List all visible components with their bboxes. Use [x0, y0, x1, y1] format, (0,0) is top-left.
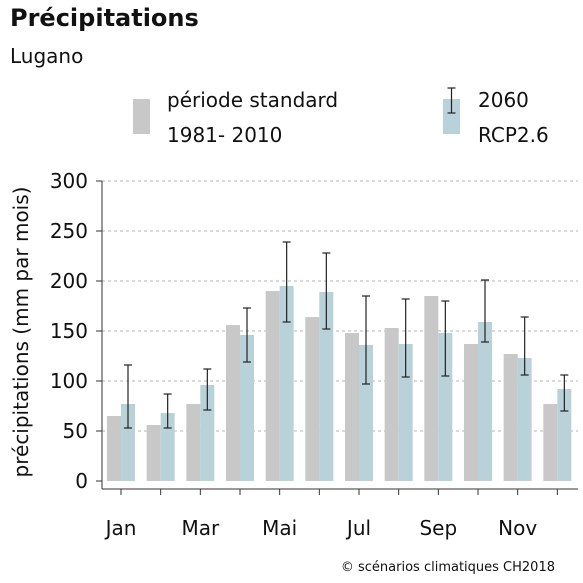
- bar-2060-nov: [517, 358, 532, 481]
- bar-baseline-aug: [384, 328, 399, 481]
- bar-baseline-nov: [503, 354, 518, 481]
- y-tick-label: 0: [75, 469, 88, 493]
- bar-baseline-may: [265, 291, 280, 481]
- bar-baseline-mar: [186, 404, 201, 481]
- y-tick-label: 300: [50, 169, 88, 193]
- legend: période standard 1981- 2010 2060 RCP2.6: [133, 87, 549, 147]
- bar-2060-jul: [359, 345, 373, 481]
- bars: [107, 241, 572, 481]
- x-tick-label: Mai: [262, 516, 297, 540]
- y-tick-label: 250: [50, 219, 88, 243]
- x-tick-label: Nov: [498, 516, 537, 540]
- legend-label-2060-line1: 2060: [478, 88, 529, 112]
- legend-label-2060-line2: RCP2.6: [478, 123, 549, 147]
- bar-2060-sep: [438, 333, 453, 481]
- legend-label-baseline-line1: période standard: [167, 88, 338, 112]
- chart-title: Précipitations: [10, 4, 199, 32]
- bar-baseline-apr: [226, 325, 240, 481]
- bar-2060-mar: [200, 385, 215, 481]
- bar-baseline-feb: [146, 425, 161, 481]
- x-tick-label: Jul: [345, 516, 371, 540]
- x-tick-label: Jan: [104, 516, 137, 540]
- bar-baseline-jul: [345, 333, 359, 481]
- bar-2060-dec: [557, 389, 572, 481]
- x-tick-label: Sep: [419, 516, 457, 540]
- legend-swatch-baseline: [133, 99, 150, 134]
- bar-2060-aug: [398, 344, 413, 481]
- bar-2060-may: [279, 286, 294, 481]
- legend-swatch-2060: [443, 99, 460, 134]
- bar-2060-jun: [319, 292, 334, 481]
- bar-2060-apr: [240, 335, 254, 481]
- y-tick-label: 50: [63, 419, 88, 443]
- grid-lines: [102, 180, 578, 432]
- bar-2060-feb: [160, 413, 175, 481]
- bar-2060-oct: [478, 322, 492, 481]
- axes: 0 50 100 150 200 250 300 Jan Mar Mai Jul Sep Nov: [50, 169, 578, 540]
- y-tick-label: 200: [50, 269, 88, 293]
- chart-subtitle: Lugano: [10, 44, 84, 68]
- x-tick-label: Mar: [181, 516, 220, 540]
- copyright-credit: © scénarios climatiques CH2018: [340, 560, 555, 575]
- legend-label-baseline-line2: 1981- 2010: [167, 123, 282, 147]
- y-axis-label: précipitations (mm par mois): [9, 187, 33, 478]
- bar-baseline-sep: [424, 296, 439, 481]
- y-tick-label: 100: [50, 369, 88, 393]
- bar-2060-jan: [121, 404, 135, 481]
- bar-baseline-jan: [107, 416, 121, 481]
- bar-baseline-oct: [464, 344, 478, 481]
- bar-baseline-dec: [543, 404, 558, 481]
- bar-baseline-jun: [305, 317, 320, 481]
- y-tick-label: 150: [50, 319, 88, 343]
